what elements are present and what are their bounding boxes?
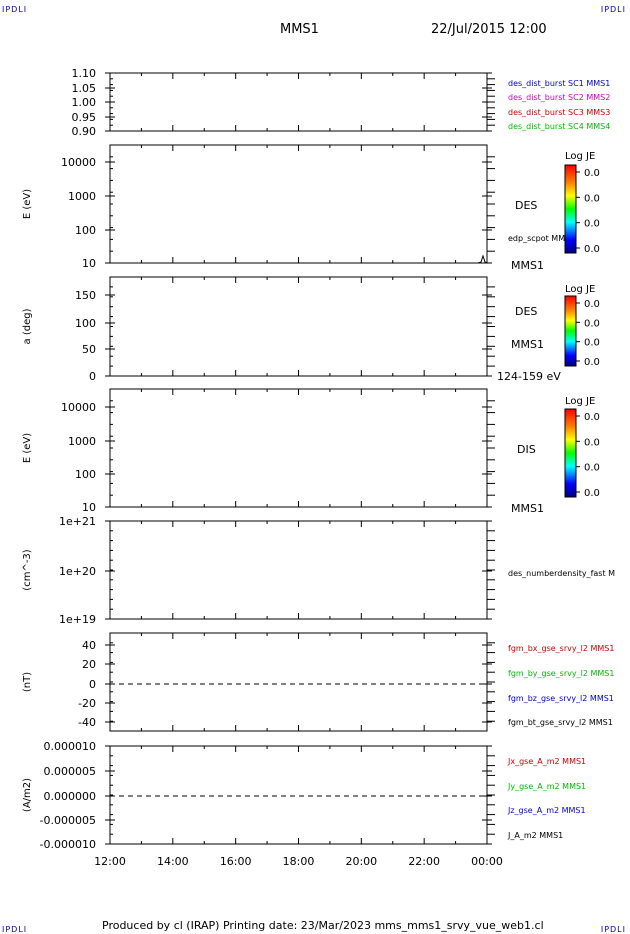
colorbar-title: Log JE xyxy=(565,396,595,407)
x-tick-label: 18:00 xyxy=(283,855,315,868)
y-axis-label: (cm^-3) xyxy=(22,549,33,590)
panel-label-des: DES xyxy=(515,199,537,212)
colorbar-tick-label: 0.0 xyxy=(584,193,600,204)
y-tick-label: 1.00 xyxy=(72,96,97,109)
panel-frame-p3 xyxy=(109,276,488,377)
x-tick-label: 12:00 xyxy=(94,855,126,868)
panel-frame-p5 xyxy=(109,520,488,620)
y-axis-label: (nT) xyxy=(22,672,33,692)
legend-label-series: J_A_m2 MMS1 xyxy=(507,831,563,840)
corner-label-bottom-right: IPDLI xyxy=(600,925,626,934)
y-tick-label: 1000 xyxy=(68,435,96,448)
x-tick-label: 14:00 xyxy=(157,855,189,868)
y-tick-label: 0.000000 xyxy=(44,790,97,803)
x-tick-label: 00:00 xyxy=(471,855,503,868)
colorbar-gradient xyxy=(564,295,577,367)
legend-label-series: fgm_bz_gse_srvy_l2 MMS1 xyxy=(508,694,614,703)
date-title: 22/Jul/2015 12:00 xyxy=(431,22,547,37)
y-tick-label: 0.000010 xyxy=(44,740,97,753)
y-tick-label: -0.000010 xyxy=(40,838,96,851)
legend-label-series: fgm_bt_gse_srvy_l2 MMS1 xyxy=(508,718,613,727)
y-tick-label: 50 xyxy=(82,343,96,356)
panel-label-dis: DIS xyxy=(517,443,536,456)
corner-label-bottom-left: IPDLI xyxy=(2,925,28,934)
y-axis-label: E (eV) xyxy=(22,433,33,463)
colorbar-gradient xyxy=(564,164,577,254)
y-tick-label: 10 xyxy=(82,257,96,270)
colorbar-tick-label: 0.0 xyxy=(584,412,600,423)
legend-label-series: fgm_by_gse_srvy_l2 MMS1 xyxy=(508,669,614,678)
y-tick-label: 0 xyxy=(89,370,96,383)
panel-label-energy-range: 124-159 eV xyxy=(497,370,561,383)
y-axis-label: E (eV) xyxy=(22,189,33,219)
y-tick-label: 0.000005 xyxy=(44,765,97,778)
colorbar-title: Log JE xyxy=(565,151,595,162)
spacecraft-title: MMS1 xyxy=(280,22,319,37)
panel-frame-p2 xyxy=(109,144,488,264)
panel-label-mms1: MMS1 xyxy=(511,502,544,515)
y-tick-label: 100 xyxy=(75,468,96,481)
y-tick-label: 10000 xyxy=(61,401,96,414)
y-tick-label: -20 xyxy=(78,697,96,710)
legend-label-series: des_dist_burst SC4 MMS4 xyxy=(508,122,610,131)
legend-label-series: des_numberdensity_fast M xyxy=(508,569,615,578)
y-tick-label: 0.90 xyxy=(72,125,97,138)
legend-label-series: Jz_gse_A_m2 MMS1 xyxy=(507,806,586,815)
legend-label-series: Jx_gse_A_m2 MMS1 xyxy=(507,757,586,766)
colorbar-gradient xyxy=(564,408,577,498)
y-tick-label: 150 xyxy=(75,289,96,302)
corner-label-top-left: IPDLI xyxy=(2,5,28,14)
y-tick-label: 100 xyxy=(75,317,96,330)
y-tick-label: 100 xyxy=(75,224,96,237)
panel-frame-p6 xyxy=(109,632,488,732)
legend-label-series: des_dist_burst SC1 MMS1 xyxy=(508,79,610,88)
colorbar-title: Log JE xyxy=(565,284,595,295)
panel-frame-p7 xyxy=(109,745,488,845)
colorbar-tick-label: 0.0 xyxy=(584,357,600,368)
panel-label-mms1: MMS1 xyxy=(511,259,544,272)
corner-label-top-right: IPDLI xyxy=(600,5,626,14)
colorbar-tick-label: 0.0 xyxy=(584,168,600,179)
colorbar-tick-label: 0.0 xyxy=(584,463,600,474)
y-axis-label: a (deg) xyxy=(22,308,33,344)
colorbar-tick-label: 0.0 xyxy=(584,488,600,499)
legend-label-series: Jy_gse_A_m2 MMS1 xyxy=(507,782,586,791)
y-tick-label: 1.10 xyxy=(72,67,97,80)
colorbar-tick-label: 0.0 xyxy=(584,318,600,329)
legend-label-series: des_dist_burst SC3 MMS3 xyxy=(508,108,610,117)
y-tick-label: 0 xyxy=(89,678,96,691)
x-tick-label: 20:00 xyxy=(345,855,377,868)
panel-label-mms1: MMS1 xyxy=(511,338,544,351)
y-tick-label: 1e+21 xyxy=(59,515,96,528)
y-tick-label: 10 xyxy=(82,501,96,514)
y-tick-label: 1.05 xyxy=(72,82,97,95)
colorbar-tick-label: 0.0 xyxy=(584,437,600,448)
panel-frame-p4 xyxy=(109,388,488,508)
panel-label-des: DES xyxy=(515,305,537,318)
colorbar-tick-label: 0.0 xyxy=(584,219,600,230)
colorbar-tick-label: 0.0 xyxy=(584,299,600,310)
panel-frame-p1 xyxy=(109,72,488,132)
y-tick-label: -40 xyxy=(78,716,96,729)
y-tick-label: 10000 xyxy=(61,156,96,169)
legend-label-series: des_dist_burst SC2 MMS2 xyxy=(508,93,610,102)
x-tick-label: 16:00 xyxy=(220,855,252,868)
legend-label-series: fgm_bx_gse_srvy_l2 MMS1 xyxy=(508,644,614,653)
scpot-trace xyxy=(455,254,488,264)
y-tick-label: 20 xyxy=(82,658,96,671)
y-tick-label: -0.000005 xyxy=(40,814,96,827)
footer-credits: Produced by cl (IRAP) Printing date: 23/… xyxy=(102,919,544,932)
x-tick-label: 22:00 xyxy=(408,855,440,868)
y-axis-label: (A/m2) xyxy=(22,778,33,812)
colorbar-tick-label: 0.0 xyxy=(584,244,600,255)
panel-label-scpot: edp_scpot MMS1 xyxy=(508,234,575,243)
colorbar-tick-label: 0.0 xyxy=(584,338,600,349)
y-tick-label: 40 xyxy=(82,639,96,652)
y-tick-label: 1000 xyxy=(68,190,96,203)
y-tick-label: 1e+20 xyxy=(59,565,96,578)
y-tick-label: 1e+19 xyxy=(59,613,96,626)
y-tick-label: 0.95 xyxy=(72,111,97,124)
